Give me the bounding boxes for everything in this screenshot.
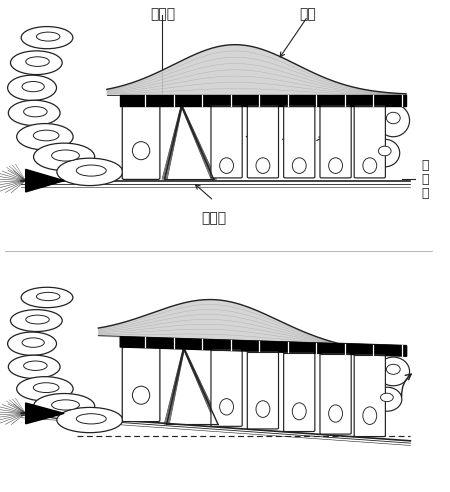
Ellipse shape — [377, 357, 410, 386]
Ellipse shape — [52, 150, 79, 161]
Ellipse shape — [363, 158, 377, 173]
Ellipse shape — [22, 338, 44, 347]
Text: 基: 基 — [421, 159, 428, 172]
Ellipse shape — [292, 403, 306, 420]
Ellipse shape — [57, 407, 123, 432]
Ellipse shape — [23, 107, 47, 117]
Ellipse shape — [10, 309, 62, 332]
FancyBboxPatch shape — [122, 347, 160, 422]
Ellipse shape — [21, 27, 73, 49]
Text: 毛细胞: 毛细胞 — [201, 211, 226, 225]
Polygon shape — [26, 169, 64, 192]
Ellipse shape — [23, 361, 47, 370]
Ellipse shape — [26, 315, 49, 324]
Ellipse shape — [378, 146, 391, 156]
Polygon shape — [26, 403, 64, 424]
FancyBboxPatch shape — [284, 105, 315, 178]
Ellipse shape — [9, 355, 60, 378]
Ellipse shape — [256, 158, 270, 173]
Ellipse shape — [256, 401, 270, 417]
FancyBboxPatch shape — [320, 105, 351, 178]
FancyBboxPatch shape — [122, 105, 160, 180]
Ellipse shape — [36, 292, 60, 301]
Ellipse shape — [328, 405, 342, 422]
Ellipse shape — [8, 332, 57, 355]
Ellipse shape — [387, 112, 400, 123]
Text: 底: 底 — [421, 173, 428, 186]
FancyBboxPatch shape — [248, 351, 279, 429]
FancyBboxPatch shape — [354, 355, 385, 436]
Ellipse shape — [370, 139, 400, 167]
FancyBboxPatch shape — [211, 105, 242, 178]
Ellipse shape — [22, 82, 44, 92]
FancyBboxPatch shape — [211, 350, 242, 427]
Ellipse shape — [76, 414, 106, 424]
Ellipse shape — [57, 158, 123, 185]
Ellipse shape — [363, 407, 377, 425]
FancyBboxPatch shape — [354, 105, 385, 178]
Ellipse shape — [17, 377, 73, 401]
Ellipse shape — [292, 158, 306, 173]
Ellipse shape — [52, 400, 79, 410]
Ellipse shape — [10, 51, 62, 75]
Ellipse shape — [387, 364, 400, 374]
FancyBboxPatch shape — [284, 352, 315, 431]
Text: 膜: 膜 — [421, 186, 428, 200]
Ellipse shape — [377, 104, 410, 137]
Text: 网状板: 网状板 — [150, 7, 175, 22]
Ellipse shape — [17, 123, 73, 150]
Ellipse shape — [26, 57, 49, 66]
Ellipse shape — [132, 386, 150, 404]
Ellipse shape — [9, 100, 60, 125]
Ellipse shape — [132, 142, 150, 160]
Ellipse shape — [21, 287, 73, 308]
Ellipse shape — [76, 165, 106, 176]
Ellipse shape — [220, 399, 234, 415]
Ellipse shape — [8, 75, 57, 100]
Ellipse shape — [220, 158, 234, 173]
Ellipse shape — [372, 387, 402, 411]
Ellipse shape — [33, 130, 59, 141]
Ellipse shape — [34, 143, 94, 171]
Ellipse shape — [381, 393, 393, 401]
Ellipse shape — [33, 383, 59, 393]
Text: 盖膜: 盖膜 — [299, 7, 316, 22]
Ellipse shape — [328, 158, 342, 173]
FancyBboxPatch shape — [248, 105, 279, 178]
FancyBboxPatch shape — [320, 354, 351, 434]
Ellipse shape — [36, 32, 60, 41]
Ellipse shape — [34, 394, 94, 419]
